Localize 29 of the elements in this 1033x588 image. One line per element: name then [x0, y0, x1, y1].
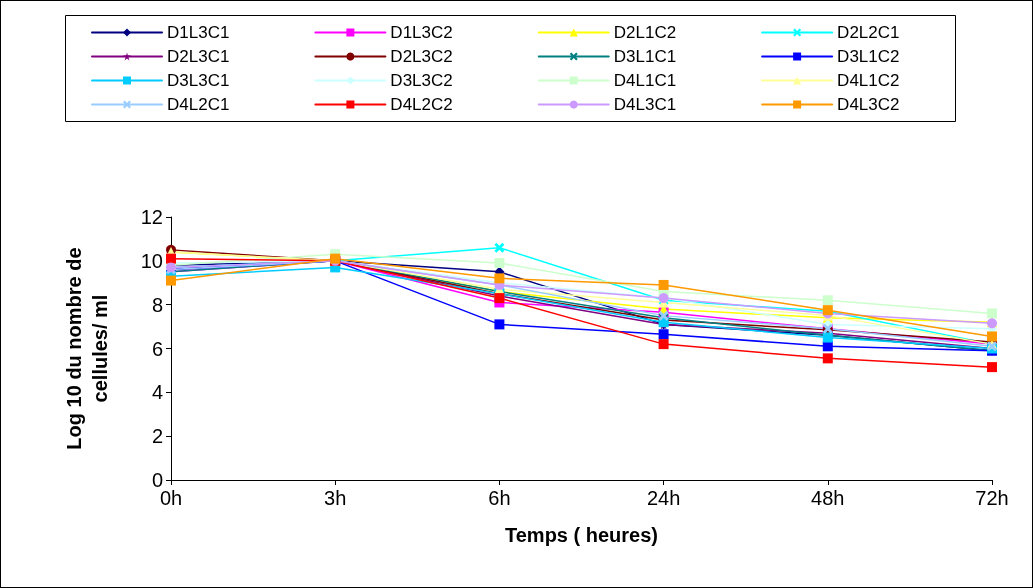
- x-tick-label: 6h: [488, 487, 511, 509]
- legend-label: D4L2C2: [390, 95, 453, 114]
- y-tick-label: 8: [151, 293, 163, 316]
- legend-label: D1L3C1: [167, 23, 230, 42]
- legend-label: D4L1C1: [613, 71, 677, 90]
- y-axis-title: Log 10 du nombre de cellules/ ml: [63, 247, 111, 450]
- x-tick-label: 48h: [811, 487, 845, 509]
- y-tick-label: 10: [140, 249, 163, 272]
- x-axis-title: Temps ( heures): [505, 524, 658, 546]
- legend-label: D3L1C1: [613, 47, 677, 66]
- legend-label: D4L3C1: [613, 95, 677, 114]
- legend-label: D3L3C1: [167, 71, 230, 90]
- legend-label: D3L1C2: [837, 47, 900, 66]
- y-tick-label: 2: [151, 425, 163, 448]
- legend-label: D2L2C1: [837, 23, 900, 42]
- y-tick-label: 4: [151, 381, 163, 404]
- y-tick-label: 12: [140, 206, 163, 228]
- legend-label: D1L3C2: [390, 23, 453, 42]
- legend-label: D2L3C2: [390, 47, 453, 66]
- legend-label: D3L3C2: [390, 71, 453, 90]
- x-tick-label: 24h: [646, 487, 681, 509]
- y-tick-label: 6: [151, 337, 163, 360]
- legend-label: D4L1C2: [837, 71, 900, 90]
- legend-label: D4L3C2: [837, 95, 900, 114]
- legend-label: D4L2C1: [167, 95, 230, 114]
- x-tick-label: 72h: [975, 487, 1009, 509]
- legend-label: D2L1C2: [613, 23, 677, 42]
- legend-label: D2L3C1: [167, 47, 230, 66]
- x-tick-label: 3h: [324, 487, 347, 509]
